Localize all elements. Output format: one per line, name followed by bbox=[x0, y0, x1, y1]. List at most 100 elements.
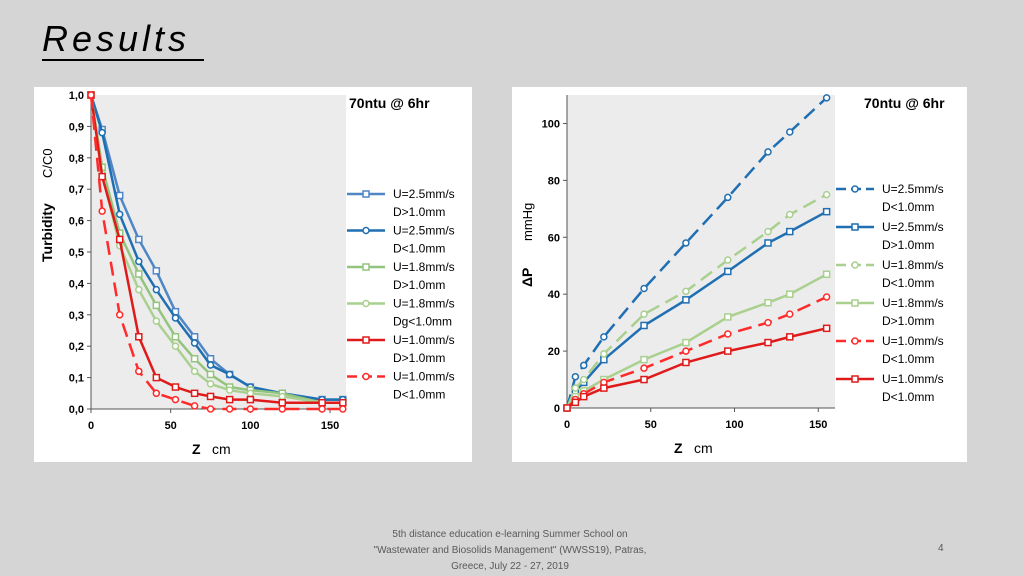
data-point bbox=[98, 128, 106, 137]
data-point bbox=[98, 207, 106, 215]
series-line bbox=[565, 210, 828, 409]
data-point bbox=[152, 301, 161, 310]
data-point bbox=[822, 270, 831, 279]
legend-label: D<1.0mm bbox=[882, 352, 934, 366]
turbidity-chart-panel: 0,0 0,1 0,2 0,3 0,4 0,5 0,6 0,7 0,8 0,9 1,0 0 50 100 1… bbox=[34, 87, 472, 462]
data-point bbox=[278, 392, 286, 401]
series-line bbox=[566, 327, 827, 410]
legend-label: U=1.0mm/s bbox=[393, 370, 455, 384]
data-point bbox=[339, 398, 347, 407]
y-tick-label: 1,0 bbox=[69, 90, 84, 102]
y-axis-title: Turbidity C/C0 bbox=[39, 148, 55, 262]
data-point bbox=[190, 367, 199, 376]
data-point bbox=[152, 285, 161, 294]
x-tick-label: 0 bbox=[564, 419, 570, 431]
y-tick-label: 0 bbox=[554, 403, 560, 415]
data-point bbox=[98, 172, 106, 181]
data-point bbox=[246, 389, 255, 398]
y-tick-label: 0,5 bbox=[69, 247, 84, 259]
legend-label: D>1.0mm bbox=[882, 238, 934, 252]
data-point bbox=[246, 395, 255, 404]
y-tick-label: 0,0 bbox=[69, 404, 84, 416]
data-point bbox=[724, 267, 732, 276]
data-point bbox=[171, 342, 180, 350]
data-point bbox=[171, 314, 180, 322]
y-tick-label: 0,1 bbox=[69, 373, 84, 385]
data-point bbox=[152, 389, 161, 398]
series-line bbox=[565, 193, 828, 409]
data-point bbox=[724, 256, 732, 264]
series-line bbox=[565, 96, 828, 409]
data-point bbox=[764, 318, 772, 327]
data-point bbox=[152, 317, 161, 325]
footer-line: Greece, July 22 - 27, 2019 bbox=[451, 561, 569, 572]
y-tick-label: 0,9 bbox=[69, 121, 84, 133]
data-point bbox=[225, 395, 234, 404]
data-point bbox=[225, 405, 234, 413]
y-tick-label: 0,7 bbox=[69, 184, 84, 196]
y-tick-label: 100 bbox=[542, 118, 560, 130]
data-point bbox=[563, 404, 571, 412]
data-point bbox=[640, 310, 648, 318]
data-point bbox=[580, 392, 588, 401]
data-point bbox=[171, 383, 180, 391]
data-point bbox=[822, 190, 831, 199]
data-point bbox=[580, 375, 588, 384]
data-point bbox=[135, 367, 143, 376]
data-point bbox=[822, 207, 831, 216]
legend-label: U=2.5mm/s bbox=[393, 224, 455, 238]
data-point bbox=[339, 405, 347, 413]
data-point bbox=[640, 321, 648, 330]
data-point bbox=[600, 384, 608, 392]
legend-label: D<1.0mm bbox=[393, 242, 445, 256]
data-point bbox=[786, 128, 794, 136]
data-point bbox=[571, 398, 580, 407]
data-point bbox=[171, 395, 180, 404]
data-point bbox=[786, 210, 794, 219]
x-tick-label: 0 bbox=[88, 420, 94, 432]
data-point bbox=[171, 333, 180, 341]
data-point bbox=[682, 347, 690, 355]
x-tick-label: 150 bbox=[809, 419, 827, 431]
legend-marker bbox=[851, 337, 859, 345]
data-point bbox=[682, 287, 690, 296]
legend-label: D>1.0mm bbox=[393, 278, 445, 292]
y-axis-title: ΔP mmHg bbox=[519, 203, 535, 287]
legend-label: D>1.0mm bbox=[393, 205, 445, 219]
data-point bbox=[764, 338, 772, 347]
x-tick-label: 100 bbox=[241, 420, 259, 432]
legend-marker bbox=[362, 263, 370, 271]
data-point bbox=[571, 384, 580, 392]
y-tick-label: 20 bbox=[548, 346, 560, 358]
data-point bbox=[190, 402, 199, 410]
data-point bbox=[87, 91, 95, 99]
legend-marker bbox=[851, 261, 859, 269]
data-point bbox=[135, 257, 143, 266]
data-point bbox=[822, 94, 831, 102]
legend-marker bbox=[851, 375, 859, 383]
footer-line: 5th distance education e-learning Summer… bbox=[392, 529, 628, 540]
plot-area bbox=[567, 95, 835, 408]
data-point bbox=[822, 324, 831, 333]
legend-label: D<1.0mm bbox=[882, 200, 934, 214]
y-tick-label: 40 bbox=[548, 289, 560, 301]
series-line bbox=[565, 273, 828, 409]
data-point bbox=[571, 372, 580, 381]
legend-marker bbox=[851, 223, 859, 231]
data-point bbox=[580, 361, 588, 370]
legend-marker bbox=[851, 299, 859, 307]
data-point bbox=[135, 333, 143, 341]
data-point bbox=[640, 284, 648, 293]
data-point bbox=[682, 239, 690, 247]
data-point bbox=[764, 148, 772, 156]
data-point bbox=[115, 235, 124, 244]
data-point bbox=[640, 375, 648, 384]
y-tick-label: 0,4 bbox=[69, 278, 85, 290]
x-tick-label: 150 bbox=[321, 420, 339, 432]
data-point bbox=[135, 270, 143, 278]
legend-label: U=1.0mm/s bbox=[882, 372, 944, 386]
data-point bbox=[152, 373, 161, 382]
data-point bbox=[135, 285, 143, 294]
y-axis-unit: C/C0 bbox=[40, 148, 55, 178]
pressure-chart: 0 20 40 60 80 100 0 50 100 150 Z cm ΔP mmHg U=2.5mm/s D… bbox=[519, 94, 944, 456]
